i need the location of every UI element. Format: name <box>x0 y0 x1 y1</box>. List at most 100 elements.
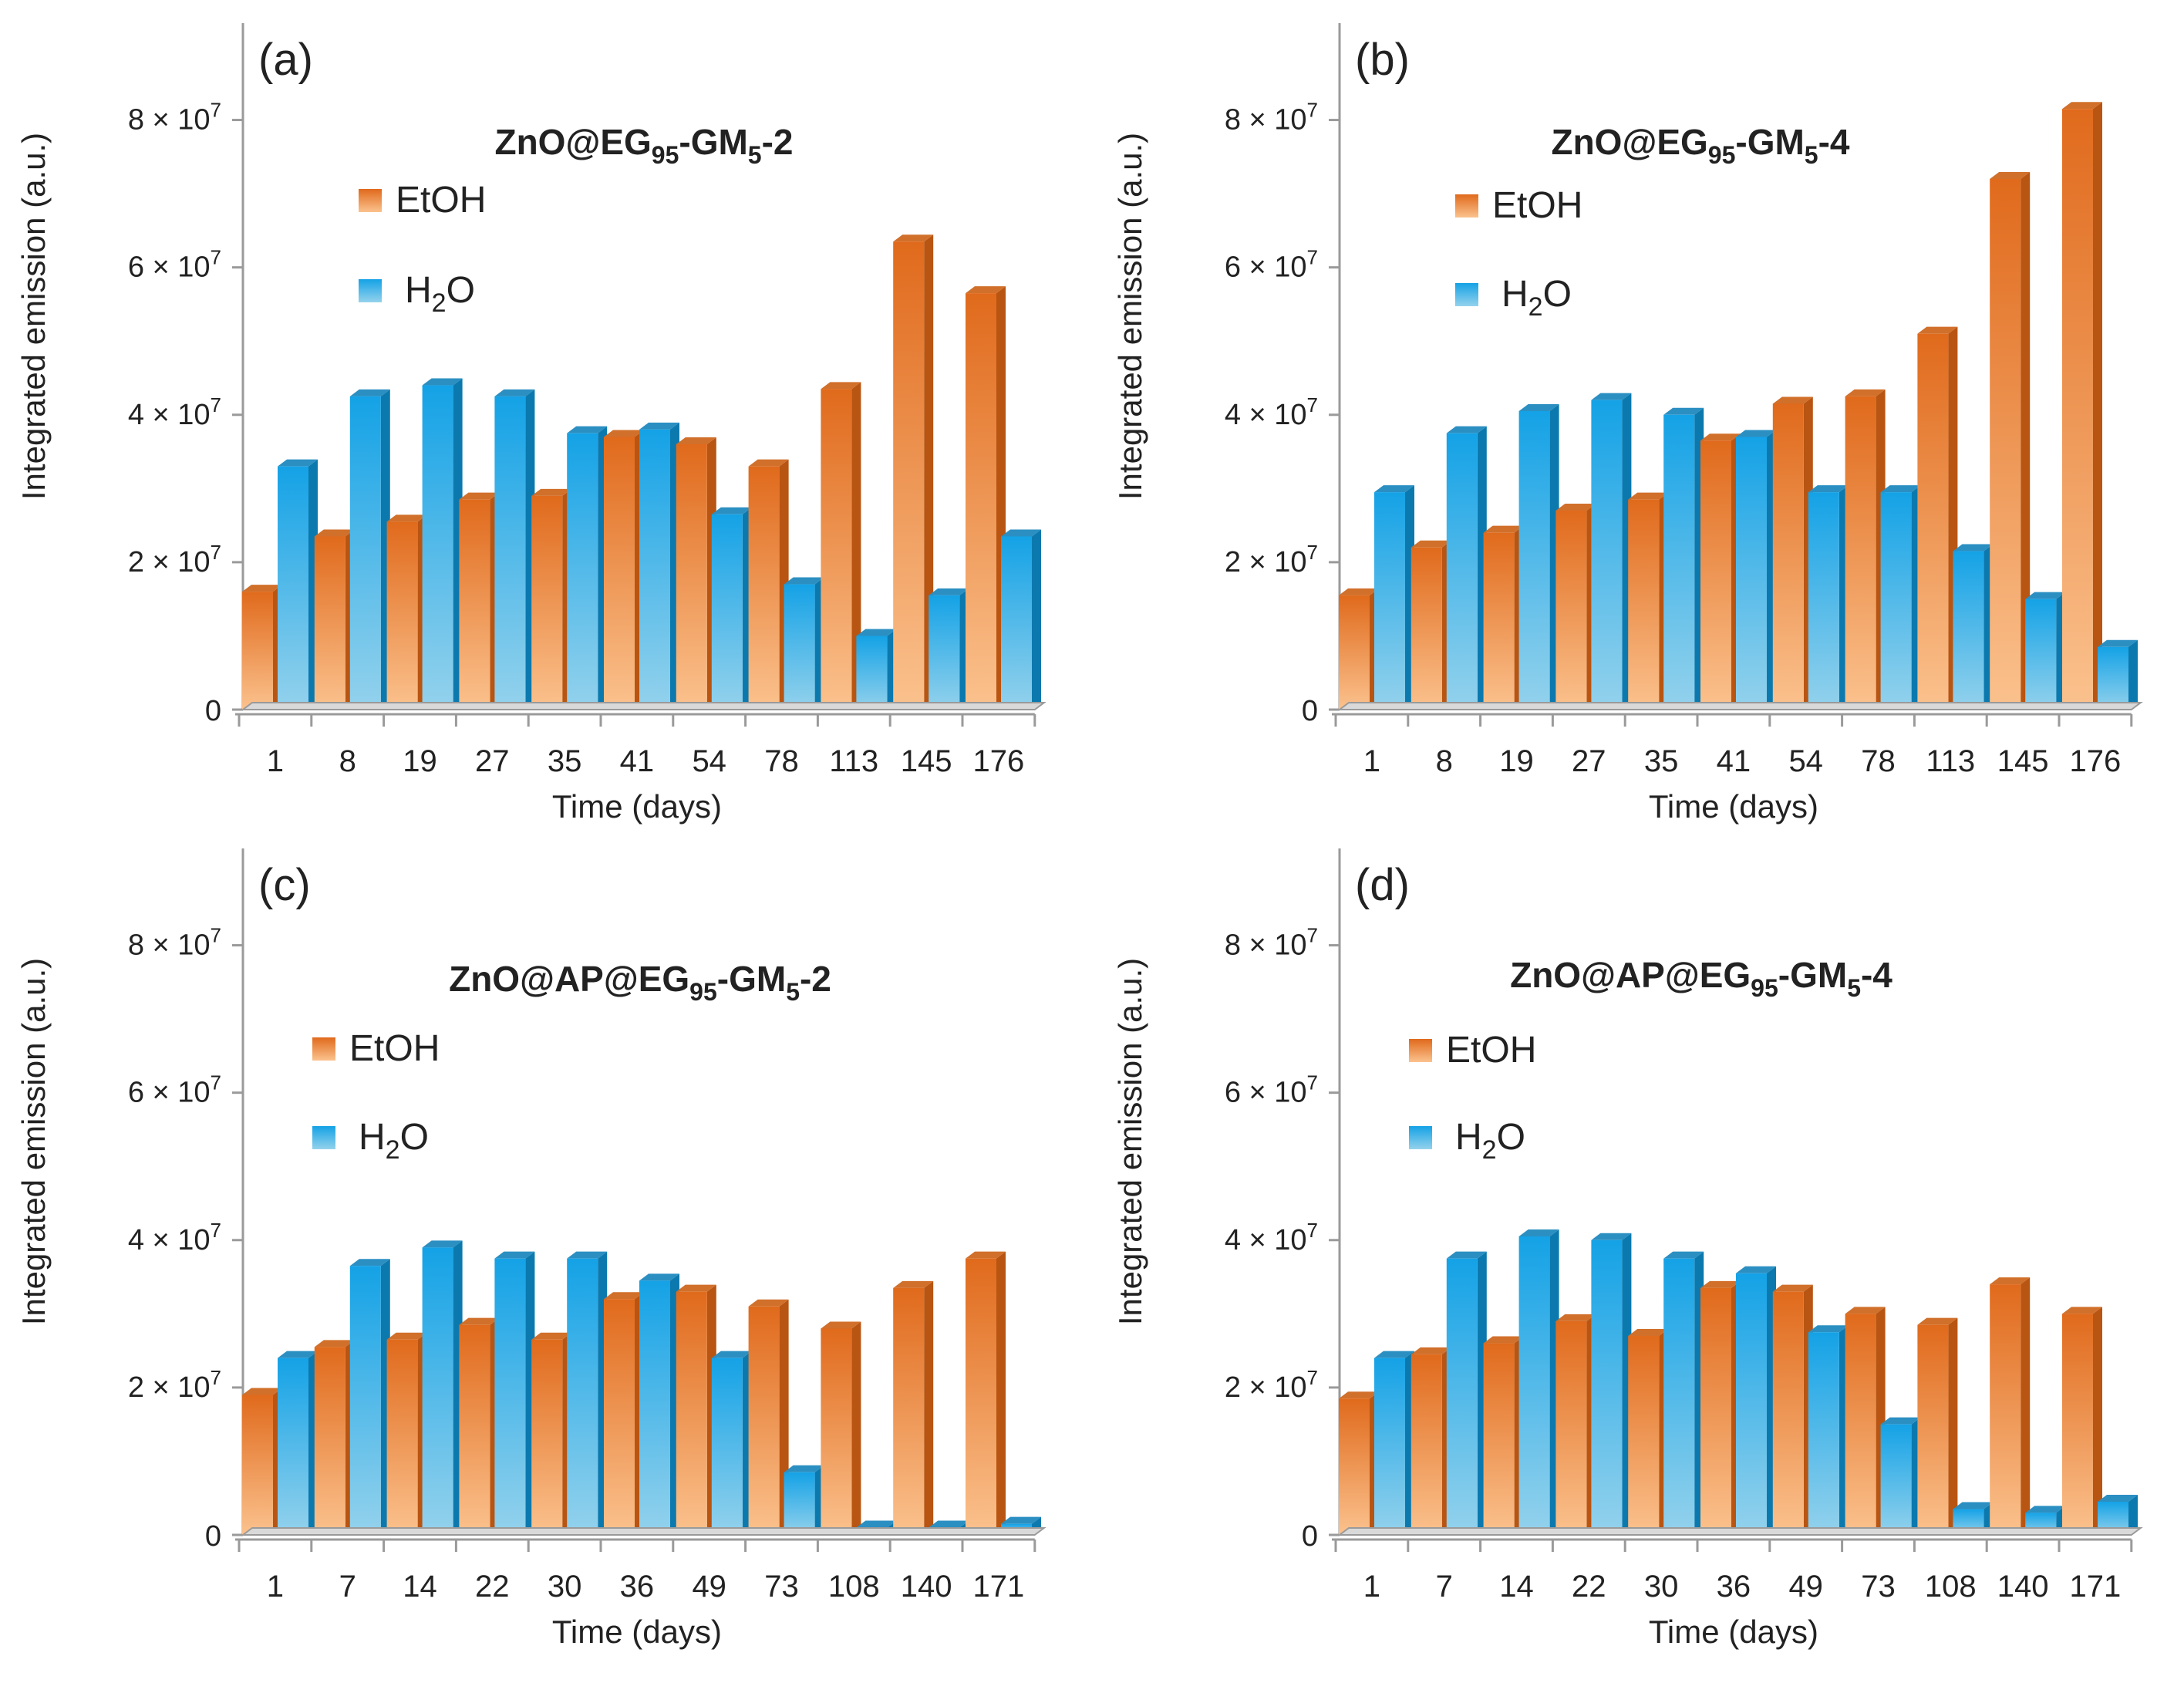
y-tick-label: 4 × 107 <box>128 1219 221 1256</box>
y-tick-label: 6 × 107 <box>1225 1071 1318 1109</box>
x-axis-floor <box>1337 702 2143 710</box>
bar-h2o-22 <box>494 1251 535 1535</box>
bar-h2o-27 <box>1591 393 1632 710</box>
bar-etoh-145 <box>1990 172 2031 710</box>
x-tick-label: 78 <box>1861 744 1896 778</box>
x-axis-floor <box>241 702 1046 710</box>
legend-label-h2o: H2O <box>1502 274 1572 322</box>
y-tick-label: 2 × 107 <box>1225 541 1318 578</box>
y-tick-label: 8 × 107 <box>1225 99 1318 137</box>
y-tick-label: 0 <box>1302 1520 1318 1553</box>
bar-h2o-176 <box>2098 639 2138 710</box>
bar-etoh-14 <box>386 1332 427 1535</box>
chart-title: ZnO@AP@EG95-GM5-4 <box>1510 955 1892 1002</box>
bar-etoh-41 <box>1700 433 1741 710</box>
legend-swatch-h2o <box>1409 1126 1432 1149</box>
x-tick-label: 22 <box>1572 1570 1606 1604</box>
bar-etoh-7 <box>314 1340 355 1535</box>
x-tick-label: 14 <box>403 1570 437 1604</box>
bar-etoh-73 <box>748 1299 789 1535</box>
legend-label-h2o: H2O <box>1455 1117 1525 1165</box>
x-tick-label: 145 <box>1997 744 2049 778</box>
y-tick-label: 4 × 107 <box>1225 393 1318 431</box>
x-tick-label: 27 <box>475 744 510 778</box>
legend-swatch-h2o <box>359 279 382 302</box>
bar-h2o-78 <box>1880 485 1921 710</box>
y-axis-title: Integrated emission (a.u.) <box>1112 958 1148 1325</box>
y-tick-label: 2 × 107 <box>128 541 221 578</box>
bar-etoh-176 <box>966 286 1006 710</box>
bar-h2o-145 <box>2025 592 2066 710</box>
x-tick-label: 176 <box>973 744 1025 778</box>
x-tick-label: 140 <box>901 1570 952 1604</box>
bar-etoh-1 <box>242 1388 282 1535</box>
y-tick-label: 4 × 107 <box>128 393 221 431</box>
bar-etoh-54 <box>676 437 716 710</box>
bar-etoh-1 <box>242 585 282 710</box>
bar-h2o-1 <box>1374 485 1414 710</box>
bar-etoh-36 <box>604 1292 644 1535</box>
x-tick-label: 171 <box>2070 1570 2122 1604</box>
bar-h2o-1 <box>278 459 318 710</box>
chart-panel-d: 0 2 × 107 4 × 107 6 × 107 8 × 107 Integrated … <box>1112 848 2143 1650</box>
bar-etoh-73 <box>1845 1307 1886 1535</box>
bar-etoh-19 <box>1483 525 1524 710</box>
bar-etoh-27 <box>459 492 500 710</box>
y-tick-label: 8 × 107 <box>128 99 221 137</box>
x-tick-label: 30 <box>1644 1570 1679 1604</box>
panel-label: (c) <box>258 860 311 910</box>
panel-label: (a) <box>258 35 313 85</box>
bar-etoh-1 <box>1339 588 1379 710</box>
x-tick-label: 7 <box>1436 1570 1453 1604</box>
x-tick-label: 1 <box>1363 744 1380 778</box>
chart-title: ZnO@EG95-GM5-2 <box>494 122 793 169</box>
x-tick-label: 22 <box>475 1570 510 1604</box>
bar-etoh-49 <box>676 1284 716 1535</box>
legend: EtOH H2O <box>359 180 486 318</box>
bar-etoh-54 <box>1772 396 1813 710</box>
bar-etoh-30 <box>531 1332 572 1535</box>
y-tick-label: 0 <box>205 1520 221 1553</box>
bar-etoh-8 <box>314 529 355 710</box>
x-axis-title: Time (days) <box>1649 788 1818 825</box>
x-tick-label: 14 <box>1499 1570 1534 1604</box>
bar-h2o-41 <box>639 422 679 710</box>
bar-etoh-140 <box>893 1280 934 1535</box>
x-tick-label: 30 <box>548 1570 582 1604</box>
x-tick-label: 35 <box>1644 744 1679 778</box>
panel-label: (b) <box>1355 35 1410 85</box>
legend-label-etoh: EtOH <box>396 180 486 221</box>
bar-etoh-171 <box>966 1251 1006 1535</box>
x-tick-label: 27 <box>1572 744 1606 778</box>
bar-h2o-54 <box>711 507 752 710</box>
bar-h2o-49 <box>1808 1325 1849 1535</box>
y-tick-label: 6 × 107 <box>128 1071 221 1109</box>
bar-h2o-145 <box>929 588 969 710</box>
bar-etoh-49 <box>1772 1284 1813 1535</box>
bar-h2o-19 <box>422 378 463 710</box>
bar-h2o-1 <box>1374 1351 1414 1535</box>
x-tick-label: 113 <box>829 744 878 778</box>
legend: EtOH H2O <box>312 1028 440 1165</box>
x-tick-label: 49 <box>692 1570 726 1604</box>
bar-h2o-54 <box>1808 485 1849 710</box>
x-axis-title: Time (days) <box>552 1614 722 1650</box>
x-tick-label: 78 <box>764 744 799 778</box>
x-tick-label: 54 <box>692 744 726 778</box>
x-axis-floor <box>1337 1527 2143 1536</box>
bar-etoh-35 <box>531 488 572 710</box>
x-axis-floor <box>241 1527 1046 1536</box>
bar-h2o-30 <box>1663 1251 1704 1535</box>
bar-etoh-30 <box>1628 1329 1669 1535</box>
y-tick-label: 8 × 107 <box>1225 924 1318 962</box>
bar-h2o-14 <box>422 1240 463 1535</box>
legend: EtOH H2O <box>1455 185 1582 322</box>
bar-etoh-36 <box>1700 1280 1741 1535</box>
y-tick-label: 6 × 107 <box>1225 246 1318 284</box>
x-axis-title: Time (days) <box>1649 1614 1818 1650</box>
bar-h2o-176 <box>1001 529 1041 710</box>
x-tick-label: 49 <box>1788 1570 1823 1604</box>
y-axis-title: Integrated emission (a.u.) <box>15 133 52 500</box>
legend-swatch-etoh <box>359 189 382 212</box>
bar-h2o-35 <box>567 426 608 710</box>
